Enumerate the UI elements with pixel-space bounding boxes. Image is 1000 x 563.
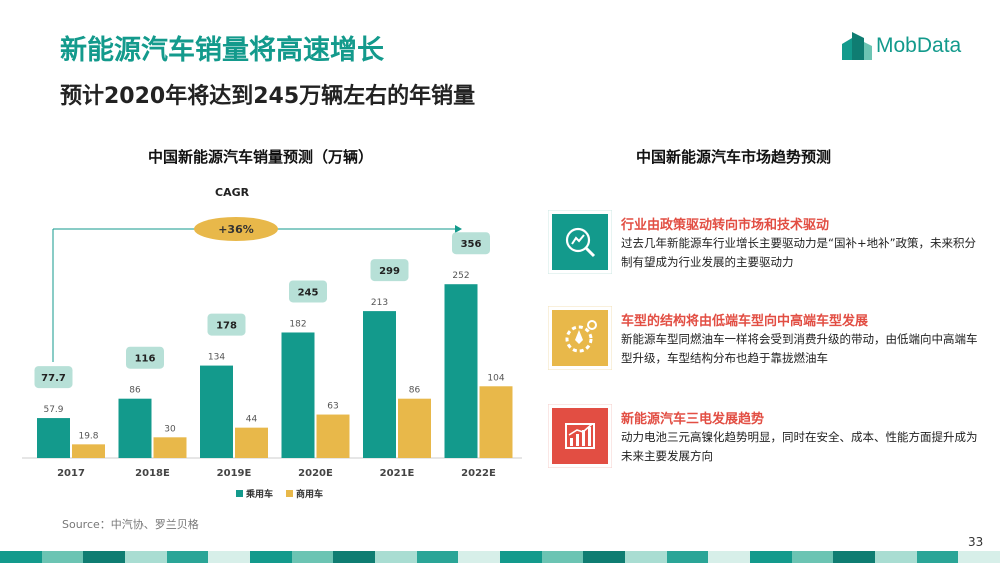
stripe-segment xyxy=(666,551,709,563)
trend-desc-3: 动力电池三元高镍化趋势明显，同时在安全、成本、性能方面提升成为未来主要发展方向 xyxy=(621,430,978,463)
bar-commercial-2019E xyxy=(235,427,268,458)
data-label: 213 xyxy=(371,298,388,308)
stripe-segment xyxy=(541,551,584,563)
cagr-arrow-head xyxy=(455,225,462,233)
trends-title: 中国新能源汽车市场趋势预测 xyxy=(636,148,832,166)
bar-passenger-2017 xyxy=(37,418,70,458)
bar-commercial-2017 xyxy=(72,444,105,458)
data-label: 86 xyxy=(129,386,141,396)
stripe-segment xyxy=(166,551,209,563)
stripe-segment xyxy=(250,551,292,563)
stripe-segment xyxy=(625,551,667,563)
data-label: 19.8 xyxy=(78,431,98,441)
stripe-segment xyxy=(791,551,834,563)
stripe-segment xyxy=(0,551,42,563)
cagr-value: +36% xyxy=(218,223,254,236)
data-label: 252 xyxy=(452,271,469,281)
stripe-segment xyxy=(375,551,417,563)
stripe-segment xyxy=(750,551,792,563)
total-box-2017 xyxy=(34,366,73,389)
stripe-segment xyxy=(41,551,84,563)
trend-icon-box-2 xyxy=(547,305,613,371)
total-value: 116 xyxy=(135,354,156,365)
x-tick-label: 2018E xyxy=(135,468,170,479)
logo-text: MobData xyxy=(876,34,962,57)
bar-commercial-2020E xyxy=(316,414,350,458)
x-tick-label: 2020E xyxy=(298,468,333,479)
x-tick-label: 2022E xyxy=(461,468,496,479)
bar-commercial-2021E xyxy=(398,398,431,458)
x-tick-label: 2021E xyxy=(380,468,415,479)
footer-stripe xyxy=(0,551,1000,563)
data-label: 104 xyxy=(487,373,504,383)
stripe-segment xyxy=(833,551,876,563)
total-box-2019E xyxy=(207,313,246,336)
bar-passenger-2019E xyxy=(200,365,233,458)
total-box-2020E xyxy=(289,280,327,303)
total-value: 299 xyxy=(379,266,400,277)
total-value: 245 xyxy=(298,287,319,298)
x-tick-label: 2019E xyxy=(217,468,252,479)
mobdata-logo: MobData xyxy=(840,30,985,62)
trend-desc-2: 新能源车型同燃油车一样将会受到消费升级的带动，由低端向中高端车型升级，车型结构分… xyxy=(621,332,978,365)
stripe-segment xyxy=(500,551,542,563)
data-label: 44 xyxy=(246,415,258,425)
stripe-segment xyxy=(916,551,959,563)
page-title: 新能源汽车销量将高速增长 xyxy=(60,35,384,66)
bar-passenger-2020E xyxy=(281,332,315,458)
growth-chart-icon xyxy=(547,209,613,275)
gear-rocket-icon xyxy=(547,305,613,371)
data-label: 182 xyxy=(289,319,306,329)
page-number: 33 xyxy=(968,535,984,549)
stripe-segment xyxy=(708,551,751,563)
legend-swatch-0 xyxy=(236,490,243,497)
total-box-2021E xyxy=(370,259,409,282)
stripe-segment xyxy=(583,551,626,563)
data-label: 30 xyxy=(164,424,176,434)
source-note: Source：中汽协、罗兰贝格 xyxy=(62,518,199,531)
stripe-segment xyxy=(458,551,501,563)
page-subtitle: 预计2020年将达到245万辆左右的年销量 xyxy=(60,84,476,109)
building-logo-icon xyxy=(842,32,872,60)
trend-icon-box-3 xyxy=(547,403,613,469)
bar-passenger-2018E xyxy=(118,398,152,458)
trend-title-3: 新能源汽车三电发展趋势 xyxy=(621,412,765,427)
bar-growth-icon xyxy=(547,403,613,469)
bar-commercial-2022E xyxy=(479,386,513,458)
stripe-segment xyxy=(291,551,334,563)
data-label: 63 xyxy=(327,402,338,412)
total-box-2018E xyxy=(126,346,164,369)
stripe-segment xyxy=(83,551,126,563)
legend-label-0: 乘用车 xyxy=(245,488,273,500)
total-value: 356 xyxy=(461,239,482,250)
bar-passenger-2021E xyxy=(363,311,396,458)
total-value: 77.7 xyxy=(41,373,66,384)
data-label: 134 xyxy=(208,353,225,363)
cagr-badge xyxy=(194,217,278,241)
trend-title-2: 车型的结构将由低端车型向中高端车型发展 xyxy=(621,314,869,329)
trend-desc-1: 过去几年新能源车行业增长主要驱动力是“国补+地补”政策，未来积分制有望成为行业发… xyxy=(621,236,977,269)
cagr-label: CAGR xyxy=(215,186,250,199)
stripe-segment xyxy=(125,551,167,563)
stripe-segment xyxy=(333,551,376,563)
bar-commercial-2018E xyxy=(153,437,187,458)
sales-forecast-chart: +36% 57.9 19.8 2017 77.7 86 30 2018E 116 134 44 20… xyxy=(22,217,522,500)
data-label: 57.9 xyxy=(43,405,63,415)
chart-title: 中国新能源汽车销量预测（万辆） xyxy=(148,148,374,166)
trend-icon-box-1 xyxy=(547,209,613,275)
stripe-segment xyxy=(208,551,251,563)
data-label: 86 xyxy=(409,386,421,396)
legend-swatch-1 xyxy=(286,490,293,497)
x-tick-label: 2017 xyxy=(57,468,85,479)
legend-label-1: 商用车 xyxy=(296,488,323,500)
trend-title-1: 行业由政策驱动转向市场和技术驱动 xyxy=(621,218,830,233)
bar-passenger-2022E xyxy=(444,284,478,458)
total-value: 178 xyxy=(216,321,237,332)
stripe-segment xyxy=(416,551,459,563)
stripe-segment xyxy=(875,551,917,563)
total-box-2022E xyxy=(452,232,490,255)
stripe-segment xyxy=(958,551,1000,563)
